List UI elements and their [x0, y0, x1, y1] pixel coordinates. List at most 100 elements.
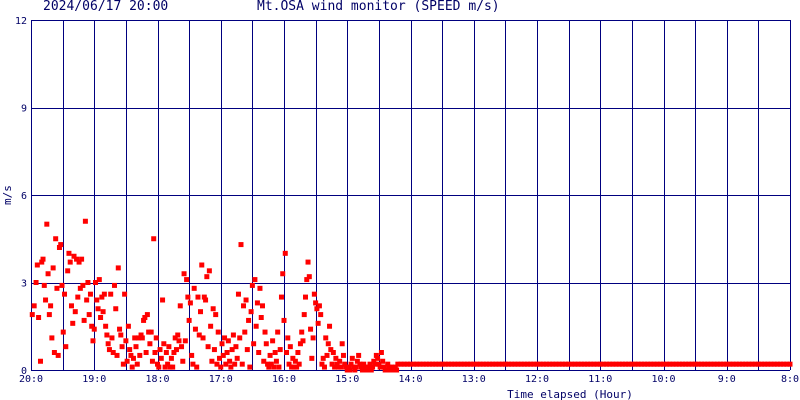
data-point — [115, 265, 121, 271]
data-point — [480, 361, 486, 367]
data-point — [223, 361, 229, 367]
data-point — [249, 282, 255, 288]
data-point — [708, 361, 714, 367]
data-point — [311, 291, 317, 297]
data-point — [246, 317, 252, 323]
data-point — [338, 364, 344, 370]
data-point — [237, 335, 243, 341]
data-point — [297, 341, 303, 347]
data-point — [765, 361, 771, 367]
data-point — [455, 361, 461, 367]
data-point — [222, 335, 228, 341]
data-point — [395, 361, 401, 367]
data-point — [51, 350, 57, 355]
data-point — [261, 358, 267, 364]
data-point — [339, 341, 345, 347]
data-point — [534, 361, 540, 367]
data-point — [275, 329, 281, 335]
data-point — [110, 350, 116, 355]
data-point — [613, 361, 619, 367]
data-point — [370, 364, 376, 370]
data-point — [332, 364, 338, 370]
data-point — [53, 236, 59, 242]
data-point — [239, 361, 245, 367]
data-point — [180, 358, 186, 364]
data-point — [66, 250, 72, 256]
x-tick-label: 16:0 — [272, 374, 296, 385]
data-point — [556, 361, 562, 367]
data-point — [319, 361, 325, 367]
data-point — [387, 367, 393, 373]
data-point — [155, 361, 160, 367]
data-point — [368, 367, 374, 373]
data-point — [531, 361, 537, 367]
data-point — [461, 361, 467, 367]
x-tick-label: 17:0 — [209, 374, 233, 385]
data-point — [71, 253, 77, 259]
data-point — [146, 329, 152, 335]
data-point — [238, 242, 244, 248]
data-point — [50, 265, 56, 271]
data-point — [227, 358, 233, 364]
data-point — [248, 309, 254, 315]
data-point — [371, 358, 377, 364]
data-point — [205, 344, 211, 350]
data-point — [43, 297, 49, 303]
data-point — [506, 361, 512, 367]
data-point — [34, 262, 40, 268]
data-point — [187, 300, 193, 306]
data-point — [149, 358, 155, 364]
data-point — [553, 361, 559, 367]
data-point — [664, 361, 670, 367]
data-point — [93, 280, 99, 285]
data-point — [676, 361, 682, 367]
data-point — [99, 294, 105, 300]
data-point — [224, 350, 230, 355]
data-point — [294, 364, 300, 370]
data-point — [787, 361, 793, 367]
data-point — [136, 335, 142, 341]
data-point — [144, 312, 150, 318]
data-point — [200, 335, 206, 341]
x-tick-label: 9:0 — [718, 374, 736, 385]
x-tick-label: 8:0 — [781, 374, 799, 385]
data-point — [125, 323, 131, 329]
data-point — [117, 326, 123, 332]
data-point — [439, 361, 445, 367]
data-point — [182, 338, 188, 344]
data-point — [292, 358, 298, 364]
data-point — [213, 312, 219, 318]
data-point — [512, 361, 518, 367]
data-point — [318, 312, 324, 318]
data-point — [445, 361, 451, 367]
data-point — [242, 329, 248, 335]
data-point — [79, 256, 85, 262]
data-point — [320, 355, 326, 361]
data-point — [759, 361, 765, 367]
data-point — [291, 364, 297, 370]
y-tick-label: 3 — [21, 279, 27, 290]
x-tick-label: 13:0 — [462, 374, 486, 385]
data-point — [67, 259, 73, 265]
data-point — [195, 294, 201, 300]
data-point — [45, 271, 51, 277]
data-point — [569, 361, 575, 367]
data-point — [225, 338, 231, 344]
data-point — [151, 236, 157, 242]
data-point — [367, 361, 373, 367]
data-point — [597, 361, 603, 367]
data-point — [683, 361, 689, 367]
data-point — [502, 361, 508, 367]
data-point — [781, 361, 787, 367]
data-point — [358, 364, 364, 370]
data-point — [251, 341, 257, 347]
x-tick-label: 20:0 — [19, 374, 43, 385]
data-point — [214, 361, 220, 367]
data-point — [142, 315, 148, 320]
data-point — [56, 245, 62, 250]
data-point — [547, 361, 553, 367]
data-point — [310, 335, 316, 341]
data-point — [203, 297, 209, 303]
data-point — [185, 294, 191, 300]
data-point — [80, 282, 86, 288]
